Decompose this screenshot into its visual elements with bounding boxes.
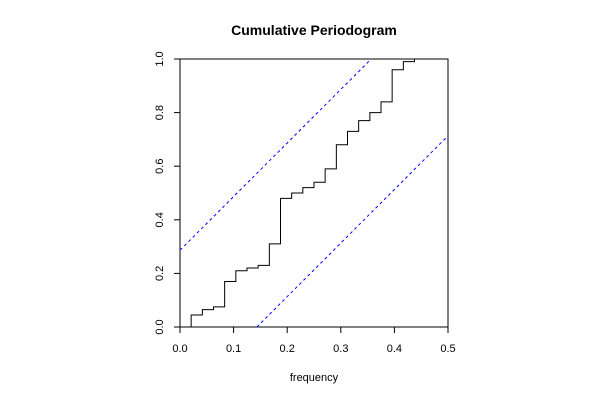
x-tick-label: 0.3 (333, 343, 348, 355)
y-tick-label: 0.0 (154, 319, 166, 334)
x-axis-label: frequency (290, 372, 339, 384)
chart-title: Cumulative Periodogram (231, 22, 397, 38)
plot-frame (179, 58, 449, 328)
x-tick-label: 0.5 (440, 343, 455, 355)
x-tick-label: 0.0 (172, 343, 187, 355)
x-axis: 0.0 0.1 0.2 0.3 0.4 0.5 (172, 327, 456, 355)
x-tick-label: 0.1 (226, 343, 241, 355)
y-tick-label: 0.2 (154, 266, 166, 281)
y-tick-label: 1.0 (154, 51, 166, 66)
y-tick-label: 0.4 (154, 212, 166, 227)
x-tick-label: 0.2 (280, 343, 295, 355)
y-axis: 0.0 0.2 0.4 0.6 0.8 1.0 (154, 51, 180, 335)
series-layer (179, 58, 449, 328)
x-tick-label: 0.4 (387, 343, 402, 355)
y-tick-label: 0.8 (154, 105, 166, 120)
cumulative-periodogram-line (180, 58, 448, 328)
y-tick-label: 0.6 (154, 159, 166, 174)
